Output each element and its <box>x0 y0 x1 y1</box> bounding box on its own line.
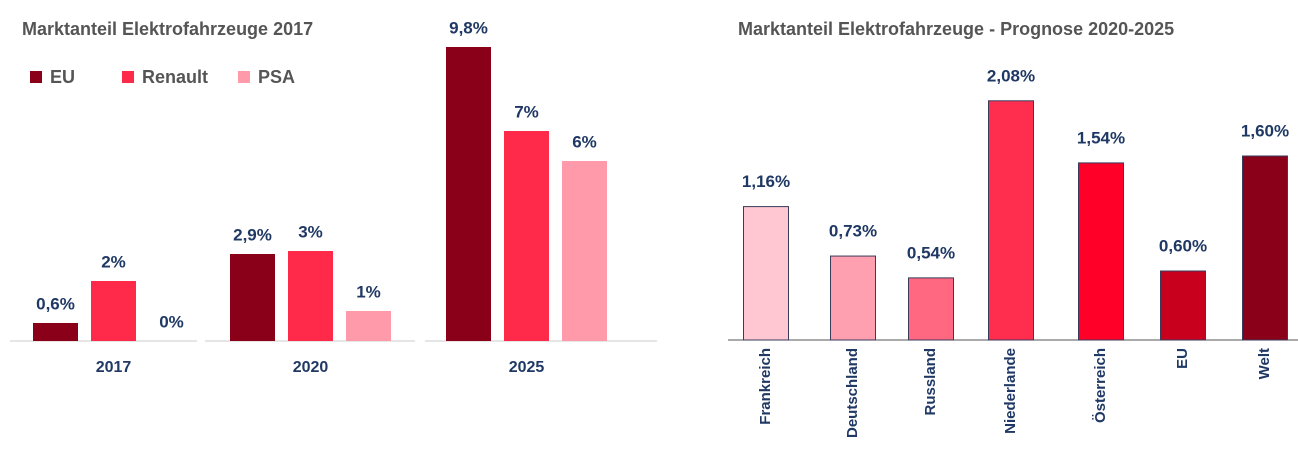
chart-title: Marktanteil Elektrofahrzeuge 2017 <box>22 19 313 39</box>
x-tick-label: 2020 <box>293 359 329 376</box>
x-tick-label: Frankreich <box>757 348 774 425</box>
x-tick-label: Welt <box>1256 348 1273 379</box>
x-tick-label: Österreich <box>1092 348 1109 423</box>
legend-label: Renault <box>142 67 208 87</box>
chart-title: Marktanteil Elektrofahrzeuge - Prognose … <box>738 19 1174 39</box>
legend-label: PSA <box>258 67 295 87</box>
x-tick-label: EU <box>1174 348 1191 369</box>
value-label: 1,16% <box>742 172 790 191</box>
value-label: 1,60% <box>1241 121 1289 140</box>
bar <box>346 311 391 341</box>
bar <box>504 131 549 341</box>
value-label: 2,08% <box>987 66 1035 85</box>
value-label: 0,60% <box>1159 236 1207 255</box>
legend-swatch <box>30 71 42 83</box>
x-tick-label: Niederlande <box>1002 348 1019 434</box>
value-label: 6% <box>572 132 597 151</box>
bar <box>1078 162 1124 341</box>
bar <box>230 254 275 341</box>
value-label: 0,54% <box>907 243 955 262</box>
bar <box>288 251 333 341</box>
legend-swatch <box>238 71 250 83</box>
bar <box>91 281 136 341</box>
value-label: 2% <box>101 252 126 271</box>
x-tick-label: 2025 <box>509 359 545 376</box>
x-tick-label: Deutschland <box>844 348 861 438</box>
value-label: 0,6% <box>36 294 75 313</box>
legend-label: EU <box>50 67 75 87</box>
bar <box>743 206 789 341</box>
x-tick-label: 2017 <box>96 359 132 376</box>
bar <box>1242 155 1288 341</box>
value-label: 0,73% <box>829 222 877 241</box>
legend-swatch <box>122 71 134 83</box>
bar <box>908 277 954 341</box>
value-label: 9,8% <box>449 18 488 37</box>
value-label: 1% <box>356 282 381 301</box>
bar <box>830 255 876 341</box>
value-label: 7% <box>514 102 539 121</box>
value-label: 3% <box>298 222 323 241</box>
bar <box>446 47 491 341</box>
value-label: 1,54% <box>1077 128 1125 147</box>
bar <box>33 323 78 341</box>
bar <box>988 100 1034 341</box>
value-label: 2,9% <box>233 225 272 244</box>
bar <box>1160 270 1206 341</box>
x-tick-label: Russland <box>922 348 939 416</box>
bar <box>562 161 607 341</box>
value-label: 0% <box>159 312 184 331</box>
